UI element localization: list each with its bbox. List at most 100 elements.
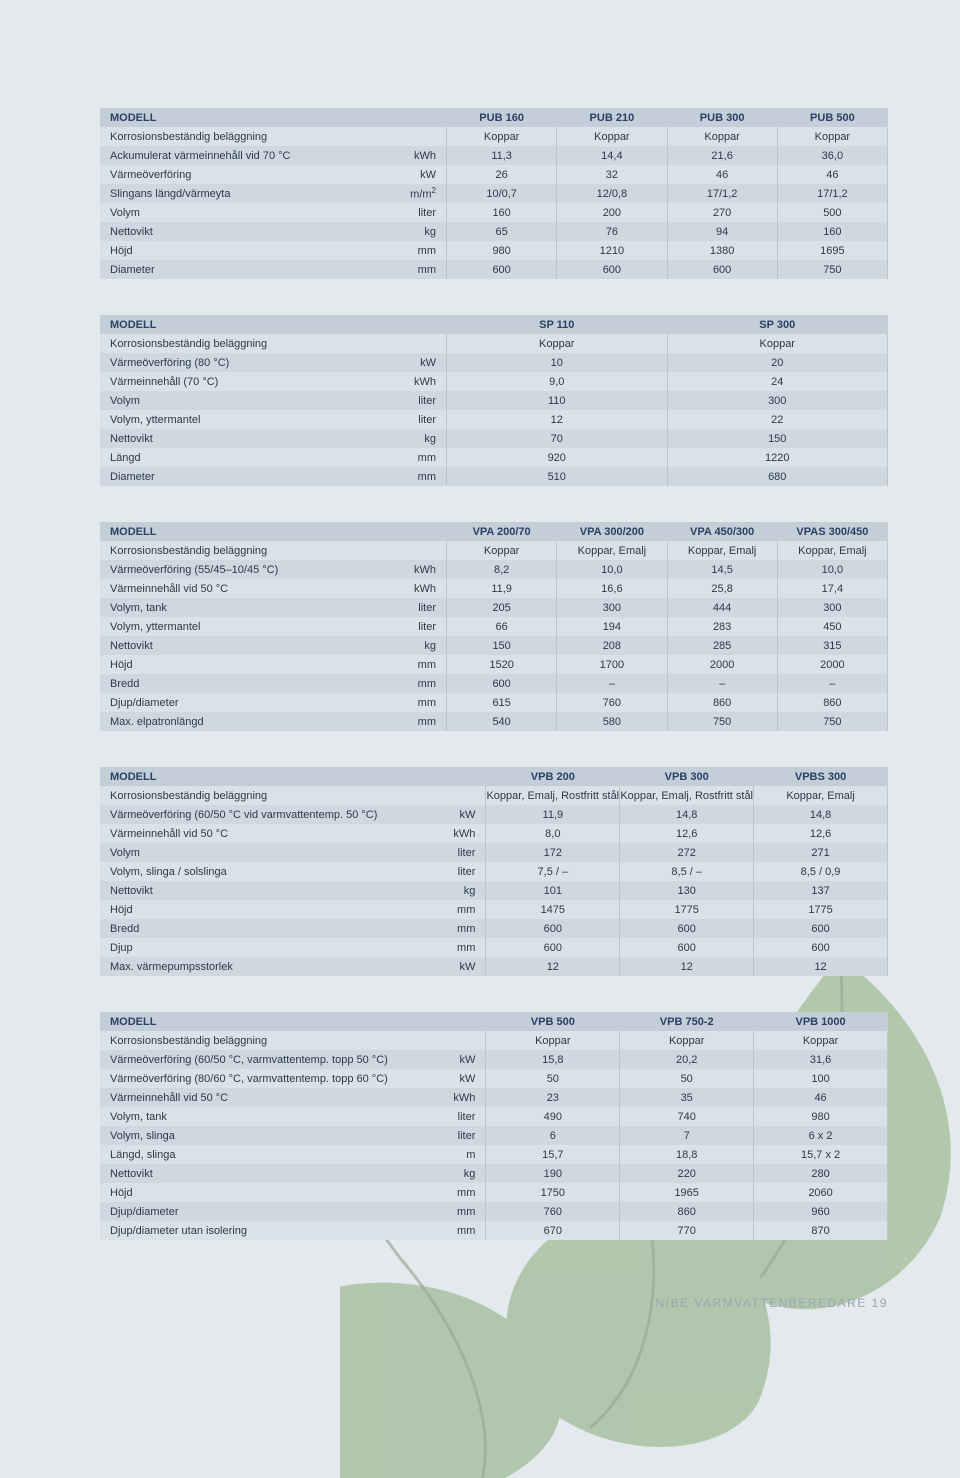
table-row: Korrosionsbeständig beläggningKopparKopp… xyxy=(100,541,888,560)
table-row: Nettoviktkg101130137 xyxy=(100,881,888,900)
cell-value: 24 xyxy=(667,372,888,391)
cell-value: 20 xyxy=(667,353,888,372)
cell-value: 1695 xyxy=(777,241,887,260)
cell-value: 160 xyxy=(777,222,887,241)
cell-value: 17,4 xyxy=(777,579,887,598)
cell-value: 25,8 xyxy=(667,579,777,598)
cell-value: – xyxy=(557,674,667,693)
cell-value: 220 xyxy=(620,1164,754,1183)
table-row: Höjdmm147517751775 xyxy=(100,900,888,919)
table-row: Värmeöverföring (80 °C)kW1020 xyxy=(100,353,888,372)
row-label: Volym xyxy=(100,203,391,222)
table-row: Höjdmm1520170020002000 xyxy=(100,655,888,674)
table-row: Volym, yttermantelliter66194283450 xyxy=(100,617,888,636)
cell-value: 770 xyxy=(620,1221,754,1240)
cell-value: 12/0,8 xyxy=(557,184,667,203)
cell-value: 11,9 xyxy=(447,579,557,598)
table-row: Längdmm9201220 xyxy=(100,448,888,467)
cell-value: 740 xyxy=(620,1107,754,1126)
table-row: Max. elpatronlängdmm540580750750 xyxy=(100,712,888,731)
cell-value: 1475 xyxy=(486,900,620,919)
cell-value: 860 xyxy=(777,693,887,712)
cell-value: 12 xyxy=(620,957,754,976)
cell-value: 50 xyxy=(620,1069,754,1088)
row-label: Diameter xyxy=(100,260,391,279)
col-header-model: MODELL xyxy=(100,315,447,334)
row-label: Värmeöverföring (60/50 °C vid varmvatten… xyxy=(100,805,439,824)
cell-value: 194 xyxy=(557,617,667,636)
row-label: Värmeöverföring (60/50 °C, varmvattentem… xyxy=(100,1050,439,1069)
row-unit: kWh xyxy=(439,824,486,843)
row-unit xyxy=(439,786,486,805)
row-unit: liter xyxy=(439,862,486,881)
row-unit: mm xyxy=(439,1183,486,1202)
row-label: Höjd xyxy=(100,1183,439,1202)
cell-value: 1220 xyxy=(667,448,888,467)
col-header: VPAS 300/450 xyxy=(777,522,887,541)
row-label: Nettovikt xyxy=(100,1164,439,1183)
table-row: Diametermm510680 xyxy=(100,467,888,486)
cell-value: 17/1,2 xyxy=(777,184,887,203)
row-label: Djup/diameter xyxy=(100,693,391,712)
cell-value: Koppar, Emalj xyxy=(557,541,667,560)
table-row: VärmeöverföringkW26324646 xyxy=(100,165,888,184)
row-label: Volym xyxy=(100,843,439,862)
row-unit: liter xyxy=(391,617,446,636)
table-row: Värmeöverföring (60/50 °C, varmvattentem… xyxy=(100,1050,888,1069)
row-label: Värmeinnehåll (70 °C) xyxy=(100,372,391,391)
table-row: Volym, tankliter205300444300 xyxy=(100,598,888,617)
table-row: Djup/diametermm615760860860 xyxy=(100,693,888,712)
row-label: Volym, yttermantel xyxy=(100,410,391,429)
cell-value: 271 xyxy=(754,843,888,862)
col-header: SP 300 xyxy=(667,315,888,334)
cell-value: Koppar, Emalj, Rostfritt stål xyxy=(486,786,620,805)
cell-value: Koppar xyxy=(667,127,777,146)
table-row: Diametermm600600600750 xyxy=(100,260,888,279)
row-unit: liter xyxy=(391,391,446,410)
cell-value: 272 xyxy=(620,843,754,862)
cell-value: 750 xyxy=(777,260,887,279)
col-header: VPB 750-2 xyxy=(620,1012,754,1031)
table-row: Värmeinnehåll vid 50 °CkWh11,916,625,817… xyxy=(100,579,888,598)
table-row: Volymliter110300 xyxy=(100,391,888,410)
spec-table-vpa: MODELLVPA 200/70VPA 300/200VPA 450/300VP… xyxy=(100,522,888,731)
row-unit: mm xyxy=(439,938,486,957)
cell-value: 110 xyxy=(447,391,668,410)
cell-value: 21,6 xyxy=(667,146,777,165)
cell-value: 750 xyxy=(667,712,777,731)
row-unit: m xyxy=(439,1145,486,1164)
row-label: Nettovikt xyxy=(100,429,391,448)
cell-value: 14,4 xyxy=(557,146,667,165)
row-unit: kWh xyxy=(391,146,446,165)
cell-value: 860 xyxy=(620,1202,754,1221)
row-unit: mm xyxy=(439,1221,486,1240)
cell-value: 150 xyxy=(667,429,888,448)
cell-value: 70 xyxy=(447,429,668,448)
table-row: Värmeinnehåll vid 50 °CkWh8,012,612,6 xyxy=(100,824,888,843)
row-unit: m/m2 xyxy=(391,184,446,203)
cell-value: Koppar, Emalj xyxy=(777,541,887,560)
cell-value: 1750 xyxy=(486,1183,620,1202)
row-label: Värmeöverföring (80 °C) xyxy=(100,353,391,372)
cell-value: 50 xyxy=(486,1069,620,1088)
row-unit: mm xyxy=(439,1202,486,1221)
col-header: VPBS 300 xyxy=(754,767,888,786)
table-row: Nettoviktkg190220280 xyxy=(100,1164,888,1183)
cell-value: 600 xyxy=(754,938,888,957)
cell-value: 960 xyxy=(754,1202,888,1221)
col-header: PUB 210 xyxy=(557,108,667,127)
row-label: Korrosionsbeständig beläggning xyxy=(100,1031,439,1050)
cell-value: 2060 xyxy=(754,1183,888,1202)
cell-value: Koppar xyxy=(620,1031,754,1050)
table-row: Nettoviktkg70150 xyxy=(100,429,888,448)
table-row: Volym, slingaliter676 x 2 xyxy=(100,1126,888,1145)
cell-value: 23 xyxy=(486,1088,620,1107)
cell-value: 10 xyxy=(447,353,668,372)
row-unit: mm xyxy=(391,241,446,260)
col-header: VPB 300 xyxy=(620,767,754,786)
row-unit xyxy=(391,334,446,353)
table-row: Volymliter172272271 xyxy=(100,843,888,862)
cell-value: 680 xyxy=(667,467,888,486)
cell-value: 130 xyxy=(620,881,754,900)
cell-value: 9,0 xyxy=(447,372,668,391)
